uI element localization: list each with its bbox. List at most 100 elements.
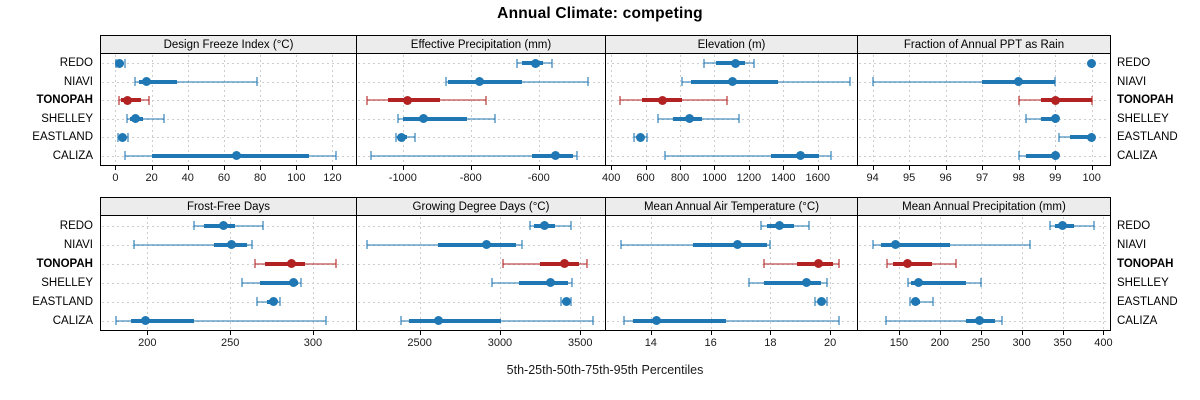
axis-tick-label: 250 [971, 337, 990, 349]
axis-tick [748, 165, 750, 170]
axis-tick [872, 165, 874, 170]
series-range-cap [400, 316, 403, 325]
axis-tick [714, 165, 716, 170]
gridline-vertical [830, 217, 832, 329]
series-range-cap [559, 297, 562, 306]
series-range-cap [738, 114, 741, 124]
series-range-cap [114, 316, 117, 325]
panel-strip: Frost-Free Days [100, 197, 357, 216]
axis-tick [898, 330, 900, 335]
series-range-cap [123, 58, 126, 68]
series-iqr-bar [130, 318, 194, 323]
series-range-cap [127, 132, 130, 142]
axis-tick-label: 18 [764, 337, 777, 349]
series-median-dot [397, 132, 407, 142]
series-iqr-bar [764, 280, 822, 285]
axis-tick-label: -600 [527, 172, 550, 184]
axis-tick-label: 80 [254, 172, 267, 184]
series-median-dot [286, 259, 296, 268]
series-iqr-bar [911, 280, 966, 285]
series-range-cap [618, 95, 621, 105]
axis-tick-label: 1200 [736, 172, 762, 184]
series-median-dot [562, 297, 572, 306]
axis-tick [982, 165, 984, 170]
gridline-vertical [939, 217, 941, 329]
gridline-horizontal [607, 283, 856, 284]
series-range-cap [490, 278, 493, 287]
gridline-vertical [909, 55, 911, 164]
row-label-left: REDO [59, 57, 93, 70]
series-range-cap [619, 240, 622, 249]
series-range-cap [123, 151, 126, 161]
axis-tick [817, 165, 819, 170]
series-iqr-bar [402, 116, 468, 121]
panel-strip: Effective Precipitation (mm) [356, 35, 606, 54]
axis-tick [1062, 330, 1064, 335]
series-median-dot [481, 240, 491, 249]
series-range [370, 154, 577, 157]
gridline-vertical [945, 55, 947, 164]
gridline-vertical [748, 55, 750, 164]
axis-caption: 5th-25th-50th-75th-95th Percentiles [506, 363, 704, 377]
gridline-vertical [499, 217, 501, 329]
series-range-cap [955, 259, 958, 268]
series-range-cap [769, 240, 772, 249]
series-iqr-bar [716, 61, 745, 66]
axis-tick-label: 99 [1049, 172, 1062, 184]
gridline-horizontal [102, 264, 355, 265]
gridline-horizontal [102, 137, 355, 138]
series-median-dot [141, 316, 151, 325]
series-range [134, 243, 252, 246]
axis-tick-label: 1400 [771, 172, 796, 184]
gridline-horizontal [607, 264, 856, 265]
gridline-vertical [147, 217, 149, 329]
axis-tick [312, 330, 314, 335]
gridline-vertical [1018, 55, 1020, 164]
series-range-cap [838, 316, 841, 325]
axis-tick [296, 165, 298, 170]
series-range-cap [395, 132, 398, 142]
gridline-vertical [115, 55, 117, 164]
series-median-dot [232, 151, 242, 161]
row-label-left: EASTLAND [32, 295, 93, 308]
series-range-cap [366, 95, 369, 105]
axis-tick [783, 165, 785, 170]
series-range-cap [748, 278, 751, 287]
panel-title: Growing Degree Days (°C) [412, 200, 550, 213]
series-range-cap [192, 221, 195, 230]
axis-tick [260, 165, 262, 170]
series-median-dot [652, 316, 662, 325]
axis-tick-label: 120 [323, 172, 342, 184]
axis-tick-label: 98 [1012, 172, 1025, 184]
series-median-dot [530, 58, 540, 68]
gridline-vertical [402, 55, 404, 164]
panel-strip: Mean Annual Air Temperature (°C) [605, 197, 858, 216]
series-range-cap [1017, 95, 1020, 105]
series-range-cap [163, 114, 166, 124]
axis-tick [1021, 330, 1023, 335]
axis-tick [230, 330, 232, 335]
series-median-dot [227, 240, 237, 249]
panel-plot [605, 215, 858, 331]
panel-strip: Growing Degree Days (°C) [356, 197, 606, 216]
series-range-cap [763, 259, 766, 268]
gridline-vertical [680, 55, 682, 164]
series-range-cap [885, 259, 888, 268]
row-label-left: SHELLEY [41, 276, 93, 289]
series-range-cap [262, 221, 265, 230]
series-range-cap [250, 240, 253, 249]
gridline-horizontal [859, 156, 1109, 157]
series-iqr-bar [259, 280, 299, 285]
gridline-vertical [1021, 217, 1023, 329]
gridline-horizontal [607, 302, 856, 303]
gridline-vertical [223, 55, 225, 164]
axis-tick-label: 97 [976, 172, 989, 184]
series-range-cap [521, 240, 524, 249]
series-median-dot [1058, 221, 1068, 230]
series-iqr-bar [151, 153, 309, 158]
series-median-dot [115, 58, 125, 68]
axis-tick-label: 250 [220, 337, 240, 349]
axis-tick-label: 300 [1012, 337, 1031, 349]
